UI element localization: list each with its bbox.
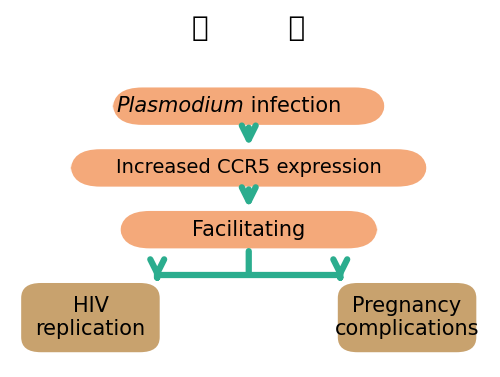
FancyBboxPatch shape — [338, 283, 476, 352]
Text: HIV
replication: HIV replication — [36, 296, 146, 339]
FancyBboxPatch shape — [112, 87, 385, 125]
FancyBboxPatch shape — [21, 283, 160, 352]
Text: Pregnancy
complications: Pregnancy complications — [335, 296, 480, 339]
Text: Increased CCR5 expression: Increased CCR5 expression — [116, 158, 382, 178]
Text: Plasmodium: Plasmodium — [116, 96, 244, 116]
Text: 🦟         🦠: 🦟 🦠 — [192, 14, 306, 41]
FancyBboxPatch shape — [70, 149, 427, 187]
FancyBboxPatch shape — [120, 211, 378, 248]
Text: Facilitating: Facilitating — [192, 220, 306, 240]
Text: infection: infection — [244, 96, 342, 116]
